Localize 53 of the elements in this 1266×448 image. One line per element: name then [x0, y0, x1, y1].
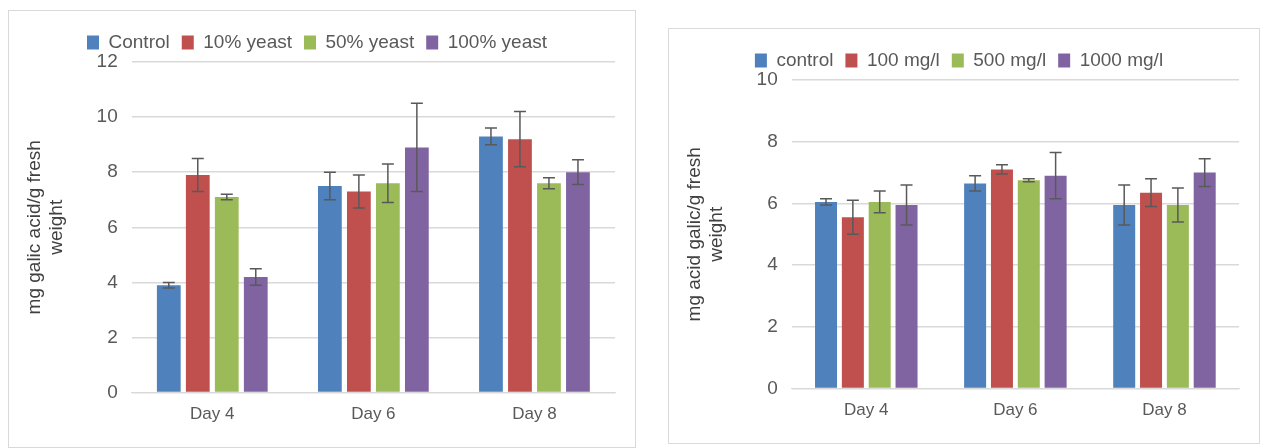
legend-label: Control	[108, 30, 170, 52]
bar	[479, 136, 503, 392]
bar	[1140, 192, 1163, 388]
x-tick-label: Day 6	[351, 404, 396, 424]
y-tick-label: 8	[767, 129, 778, 151]
y-tick-label: 2	[767, 315, 778, 337]
y-tick-label: 0	[107, 380, 118, 402]
bar	[815, 201, 838, 388]
bar	[841, 217, 864, 388]
bar	[317, 185, 342, 392]
bar	[895, 204, 918, 388]
bar	[375, 183, 400, 392]
bar	[1017, 180, 1040, 388]
x-tick-label: Day 4	[844, 400, 889, 420]
bar	[243, 276, 268, 392]
y-tick-label: 12	[96, 50, 118, 72]
y-tick-label: 4	[767, 253, 779, 275]
bar	[990, 169, 1013, 388]
legend-label: 100 mg/l	[866, 48, 940, 70]
y-tick-label: 2	[107, 325, 118, 347]
legend-label: 500 mg/l	[973, 48, 1047, 70]
bar	[868, 201, 891, 388]
bar	[1193, 172, 1216, 388]
bar	[156, 285, 181, 392]
y-tick-label: 6	[767, 191, 778, 213]
y-tick-label: 10	[756, 68, 778, 90]
bar	[566, 172, 590, 392]
bar	[346, 191, 371, 392]
bar	[1113, 204, 1136, 388]
x-tick-label: Day 6	[993, 400, 1038, 420]
x-tick-label: Day 8	[1142, 400, 1187, 420]
x-tick-label: Day 4	[190, 404, 235, 424]
x-tick-label: Day 8	[512, 404, 557, 424]
legend-label: 1000 mg/l	[1079, 48, 1164, 70]
bar	[964, 183, 987, 388]
bar	[1166, 204, 1189, 388]
y-tick-label: 10	[96, 105, 118, 127]
y-tick-label: 4	[107, 270, 119, 292]
legend-label: control	[776, 48, 834, 70]
bar	[508, 139, 532, 392]
y-tick-label: 6	[107, 215, 118, 237]
legend-label: 50% yeast	[325, 30, 415, 52]
y-axis-title: mg acid galic/g fresh weight	[682, 147, 727, 322]
bar	[1044, 175, 1067, 388]
y-axis-title: mg galic acid/g fresh weight	[22, 140, 67, 315]
legend-label: 100% yeast	[447, 30, 548, 52]
bar	[185, 174, 210, 392]
bar	[537, 183, 561, 392]
legend-label: 10% yeast	[203, 30, 293, 52]
bar	[404, 147, 429, 392]
bar	[214, 197, 239, 392]
y-tick-label: 8	[107, 160, 118, 182]
y-tick-label: 0	[767, 376, 778, 398]
